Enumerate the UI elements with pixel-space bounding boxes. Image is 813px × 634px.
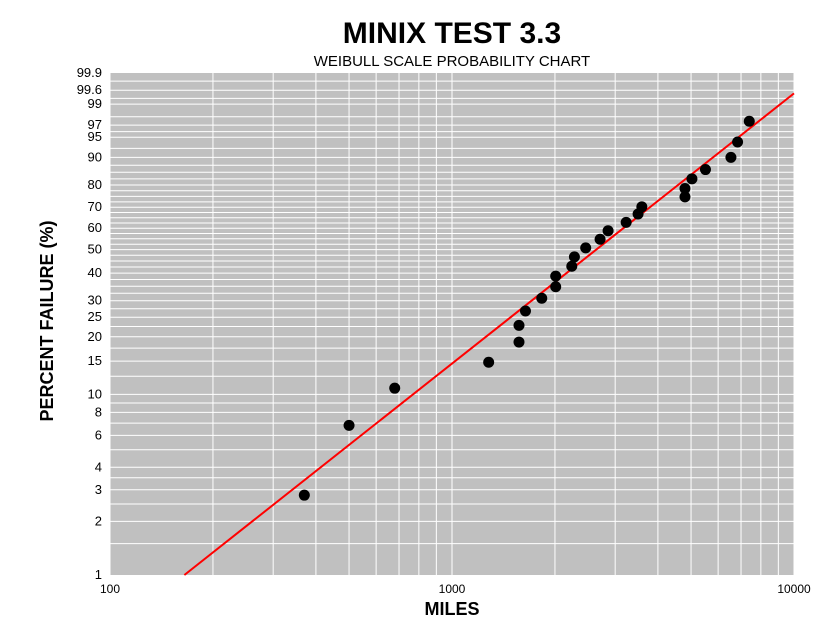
y-tick-label: 99.6 [77, 82, 102, 97]
data-point [298, 489, 310, 501]
chart-subtitle: WEIBULL SCALE PROBABILITY CHART [314, 53, 590, 70]
data-point [725, 151, 737, 163]
data-point [568, 251, 580, 263]
x-tick-label: 100 [100, 582, 120, 596]
chart-title: MINIX TEST 3.3 [343, 17, 561, 50]
data-point [686, 173, 698, 185]
grid-lines [109, 73, 795, 575]
y-tick-label: 97 [88, 117, 102, 132]
y-tick-label: 60 [88, 220, 102, 235]
y-tick-label: 99 [88, 96, 102, 111]
data-point [636, 201, 648, 213]
y-tick-label: 70 [88, 199, 102, 214]
data-point [513, 319, 525, 331]
data-point [620, 216, 632, 228]
data-points [298, 115, 755, 501]
data-point [580, 242, 592, 254]
y-tick-label: 8 [95, 404, 102, 419]
y-tick-label: 25 [88, 309, 102, 324]
data-point [550, 270, 562, 282]
data-point [679, 182, 691, 194]
y-tick-label: 15 [88, 353, 102, 368]
data-point [566, 260, 578, 272]
data-point [732, 136, 744, 148]
data-point [743, 115, 755, 127]
data-point [536, 292, 548, 304]
x-tick-label: 1000 [439, 582, 466, 596]
y-tick-label: 4 [95, 459, 102, 474]
data-point [602, 225, 614, 237]
x-tick-labels: 100 1000 10000 [100, 582, 811, 596]
y-tick-label: 40 [88, 265, 102, 280]
y-tick-label: 2 [95, 513, 102, 528]
x-axis-label: MILES [424, 599, 479, 619]
y-tick-label: 80 [88, 177, 102, 192]
data-point [343, 419, 355, 431]
data-point [594, 233, 606, 245]
data-point [389, 382, 401, 394]
y-tick-label: 20 [88, 329, 102, 344]
y-tick-label: 1 [95, 567, 102, 582]
data-point [550, 281, 562, 293]
y-tick-label: 10 [88, 386, 102, 401]
y-tick-label: 95 [88, 129, 102, 144]
data-point [519, 305, 531, 317]
data-point [483, 356, 495, 368]
data-point [679, 191, 691, 203]
y-tick-label: 30 [88, 293, 102, 308]
y-tick-label: 6 [95, 427, 102, 442]
data-point [513, 336, 525, 348]
y-tick-label: 99.9 [77, 65, 102, 80]
y-tick-label: 90 [88, 149, 102, 164]
data-point [699, 164, 711, 176]
y-axis-label: PERCENT FAILURE (%) [37, 220, 57, 421]
y-tick-label: 3 [95, 482, 102, 497]
x-tick-label: 10000 [777, 582, 811, 596]
y-tick-label: 50 [88, 242, 102, 257]
